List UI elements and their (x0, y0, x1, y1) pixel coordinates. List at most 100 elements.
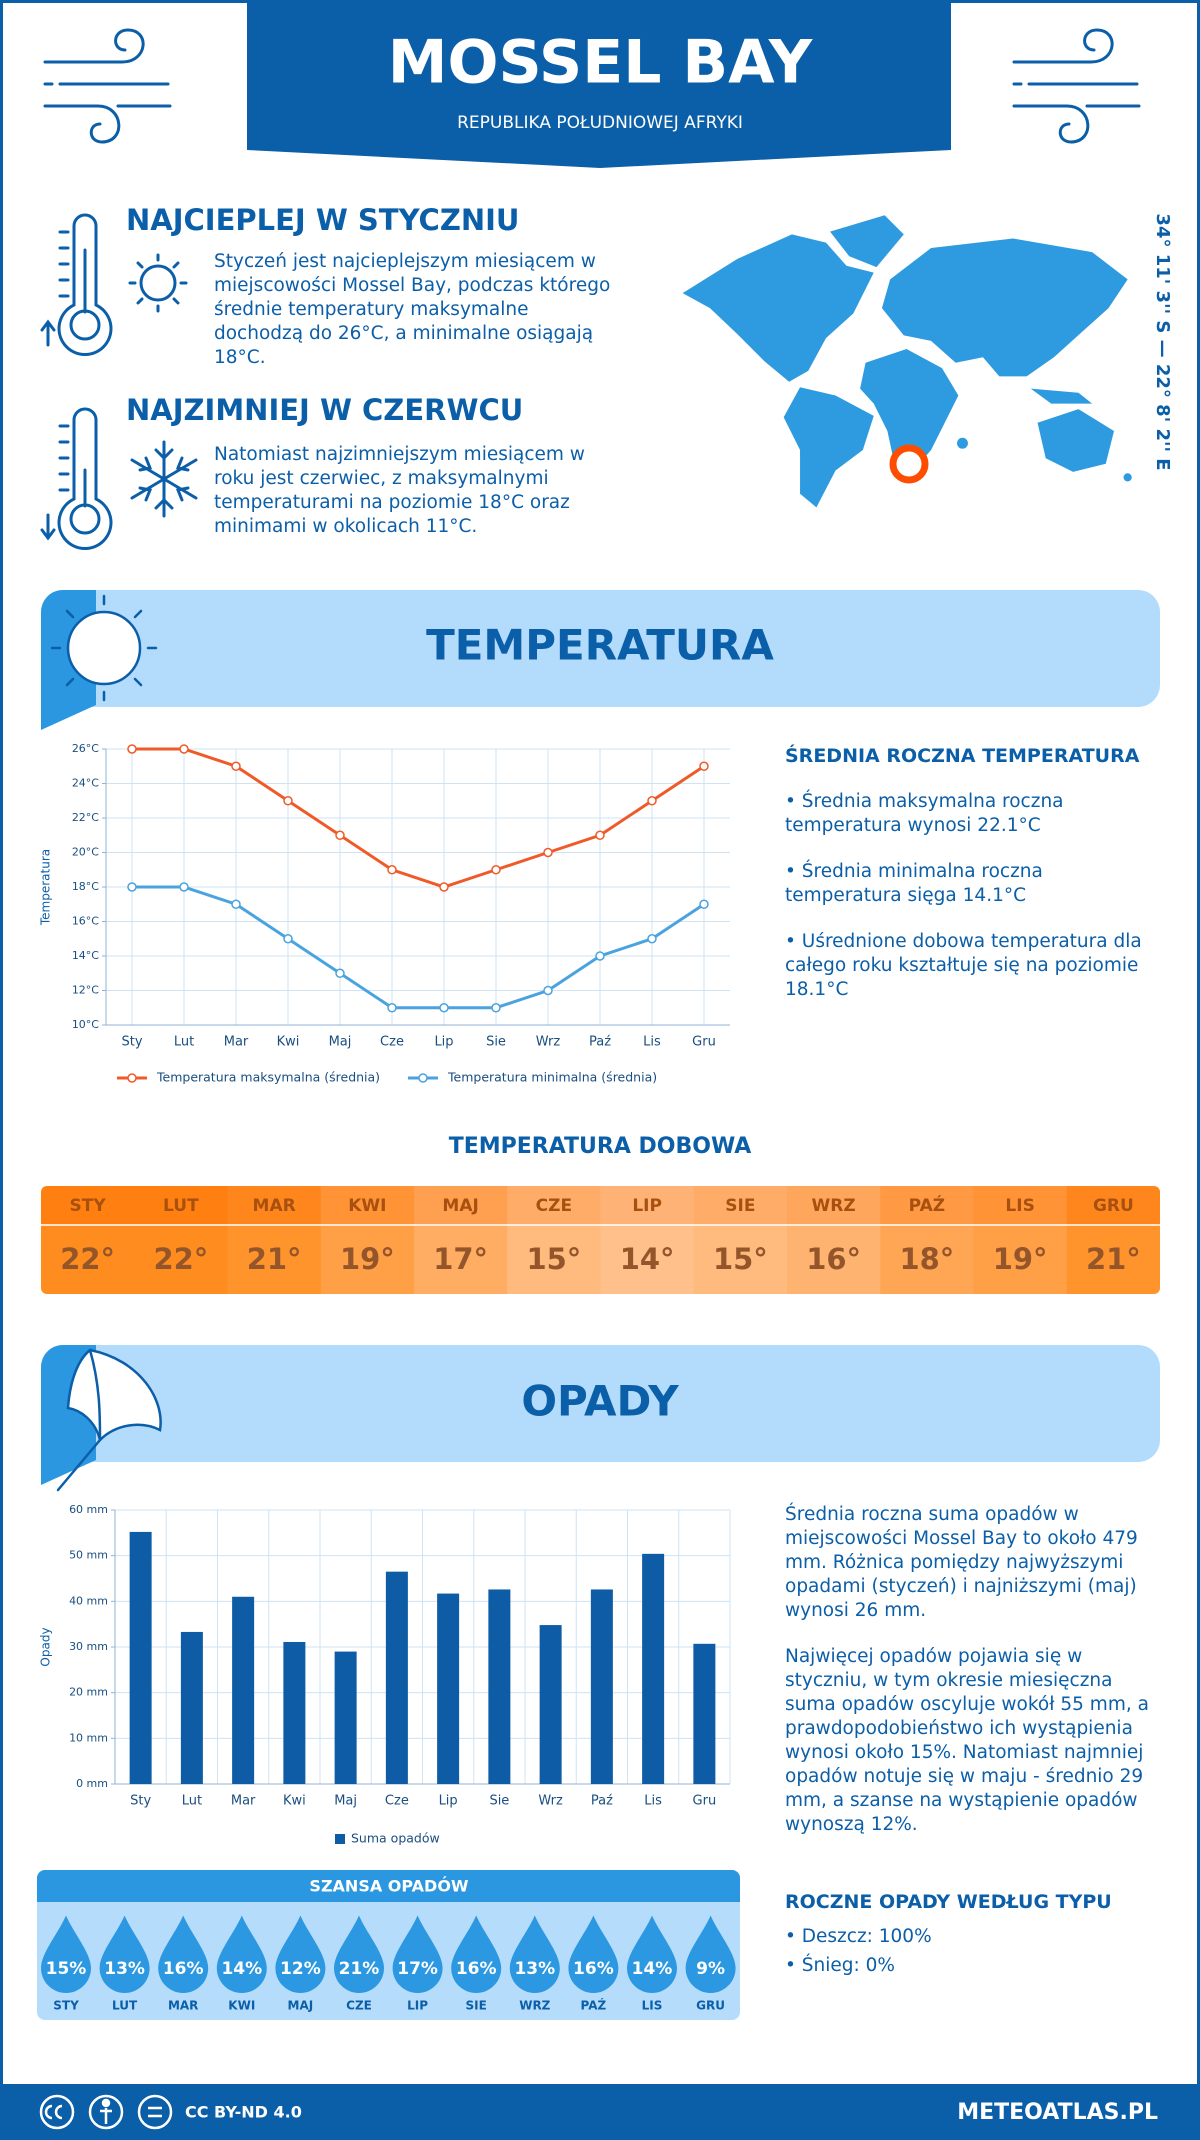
daily-header-cell (787, 1186, 881, 1224)
line-point (543, 985, 553, 996)
bar (129, 1531, 152, 1784)
wind-icon (1012, 28, 1141, 144)
daily-header-cell (693, 1186, 788, 1224)
daily-month: GRU (1093, 1196, 1134, 1216)
types-item: • Śnieg: 0% (785, 1955, 895, 1976)
x-tick-label: Wrz (536, 1035, 561, 1050)
daily-value: 18° (899, 1242, 954, 1276)
line-point (387, 865, 397, 875)
rain-drop (685, 1915, 736, 1993)
x-tick-label: Gru (693, 1794, 717, 1809)
line-point (283, 796, 293, 806)
line-series (132, 885, 705, 1010)
header-banner (247, 0, 951, 168)
bar (539, 1625, 562, 1784)
y-tick-label: 12°C (72, 984, 99, 997)
daily-header-cell (320, 1186, 415, 1224)
daily-header-cell (134, 1186, 228, 1224)
daily-header-cell (880, 1186, 974, 1224)
bar (693, 1643, 716, 1784)
line-point (127, 882, 137, 892)
line-point (647, 796, 657, 806)
line-point (491, 865, 501, 875)
coldest-title: NAJZIMNIEJ W CZERWCU (126, 393, 524, 427)
wind-icon (43, 28, 172, 144)
x-tick-label: Lut (182, 1794, 202, 1809)
chance-header (37, 1870, 740, 1902)
section-title: OPADY (521, 1377, 679, 1426)
line-point (699, 761, 709, 771)
y-tick-label: 14°C (72, 949, 99, 962)
daily-month: PAŹ (909, 1194, 945, 1216)
daily-header-cell (507, 1186, 601, 1224)
daily-value: 22° (60, 1242, 115, 1276)
license-icons (39, 2094, 173, 2130)
summary-item: • Średnia maksymalna roczna temperatura … (785, 791, 1064, 836)
rain-drop (275, 1915, 326, 1993)
rain-drop (158, 1915, 209, 1993)
daily-month: CZE (536, 1196, 572, 1216)
bar (642, 1553, 665, 1784)
line-point (439, 882, 449, 892)
page-title: MOSSEL BAY (388, 28, 814, 98)
bar (385, 1571, 408, 1784)
rain-drop (99, 1915, 150, 1994)
x-tick-label: Wrz (538, 1794, 563, 1809)
chance-value: 15% (46, 1959, 87, 1979)
daily-value: 16° (806, 1242, 861, 1276)
legend-label: Temperatura minimalna (średnia) (447, 1070, 657, 1085)
y-axis-label: Temperatura (39, 849, 53, 926)
daily-cell (880, 1224, 974, 1294)
x-tick-label: Paź (591, 1794, 613, 1809)
chance-value: 21% (339, 1959, 380, 1979)
line-point (491, 1003, 501, 1013)
daily-value: 19° (340, 1242, 395, 1276)
daily-cell (693, 1224, 788, 1294)
chance-value: 16% (456, 1959, 497, 1979)
summary-item: • Uśrednione dobowa temperatura dla całe… (785, 931, 1142, 1000)
rain-drop (451, 1915, 502, 1993)
line-point (699, 899, 709, 909)
x-tick-label: Paź (589, 1035, 611, 1050)
x-tick-label: Lip (439, 1794, 458, 1809)
daily-month: MAJ (442, 1196, 478, 1216)
x-tick-label: Gru (692, 1035, 716, 1050)
y-tick-label: 20 mm (69, 1686, 108, 1699)
x-tick-label: Sty (130, 1794, 151, 1809)
daily-month: LIP (632, 1196, 662, 1216)
daily-cell (787, 1224, 881, 1294)
chance-title: SZANSA OPADÓW (309, 1877, 469, 1896)
daily-header-cell (227, 1186, 322, 1224)
x-tick-label: Sty (121, 1035, 142, 1050)
line-point (231, 761, 241, 771)
chance-value: 13% (104, 1959, 145, 1979)
legend-swatch (335, 1834, 345, 1844)
y-tick-label: 0 mm (76, 1777, 108, 1790)
x-tick-label: Sie (486, 1035, 506, 1050)
line-point (595, 830, 605, 840)
license: CC BY-ND 4.0 (185, 2103, 302, 2122)
daily-cell (320, 1224, 415, 1294)
y-tick-label: 60 mm (69, 1503, 108, 1516)
section-title: TEMPERATURA (426, 621, 774, 670)
daily-cell (507, 1224, 601, 1294)
x-tick-label: Cze (380, 1035, 404, 1050)
y-tick-label: 22°C (72, 811, 99, 824)
daily-month: SIE (725, 1196, 755, 1216)
chance-month: LIS (642, 1999, 663, 2013)
coordinates: 34° 11' 3'' S — 22° 8' 2'' E (1152, 213, 1173, 470)
line-point (283, 934, 293, 944)
y-axis-label: Opady (39, 1627, 53, 1666)
daily-table (41, 1186, 1160, 1294)
x-tick-label: Mar (231, 1794, 256, 1809)
rain-drop (568, 1915, 619, 1993)
line-point (647, 934, 657, 944)
chance-value: 12% (280, 1959, 321, 1979)
warmest-title: NAJCIEPLEJ W STYCZNIU (126, 203, 520, 237)
daily-title: TEMPERATURA DOBOWA (449, 1134, 752, 1159)
daily-cell (600, 1224, 695, 1294)
daily-header-cell (973, 1186, 1068, 1224)
x-tick-label: Lip (434, 1035, 453, 1050)
location-marker (889, 444, 929, 484)
